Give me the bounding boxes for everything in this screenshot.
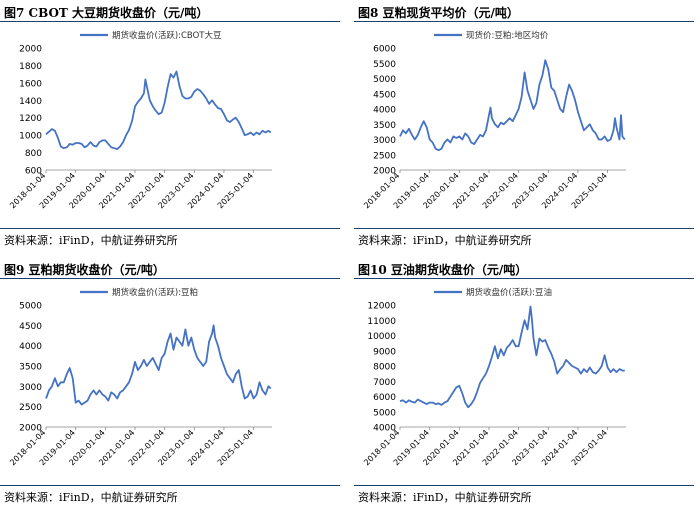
y-tick-label: 5000 bbox=[19, 302, 42, 312]
y-tick-label: 800 bbox=[25, 149, 42, 159]
source-rule bbox=[0, 228, 340, 229]
legend: 期货收盘价(活跃):豆粕 bbox=[80, 287, 198, 298]
y-tick-label: 2000 bbox=[19, 45, 42, 55]
y-tick-label: 9000 bbox=[373, 347, 396, 357]
y-tick-label: 5500 bbox=[373, 60, 396, 70]
y-tick-label: 2000 bbox=[19, 424, 42, 434]
y-tick-label: 1800 bbox=[19, 62, 42, 72]
title-rule bbox=[0, 21, 340, 22]
y-tick-label: 8000 bbox=[373, 363, 396, 373]
y-tick-label: 1400 bbox=[19, 97, 42, 107]
y-tick-label: 4000 bbox=[19, 342, 42, 352]
title-rule bbox=[0, 278, 340, 279]
y-tick-label: 4000 bbox=[373, 106, 396, 116]
chart-title: 图9 豆粕期货收盘价（元/吨） bbox=[4, 263, 165, 277]
chart-source: 资料来源：iFinD，中航证券研究所 bbox=[4, 234, 178, 247]
y-tick-label: 12000 bbox=[367, 302, 396, 312]
chart-title: 图8 豆粕现货平均价（元/吨） bbox=[358, 6, 519, 20]
chart-source: 资料来源：iFinD，中航证券研究所 bbox=[358, 234, 532, 247]
y-tick-label: 2000 bbox=[373, 167, 396, 177]
y-tick-label: 5000 bbox=[373, 408, 396, 418]
source-rule bbox=[0, 485, 340, 486]
y-tick-label: 3000 bbox=[373, 136, 396, 146]
chart-panel-soybean-cbot: 图7 CBOT 大豆期货收盘价（元/吨） 期货收盘价(活跃):CBOT大豆 600… bbox=[0, 0, 340, 257]
legend-label: 期货收盘价(活跃):CBOT大豆 bbox=[112, 30, 222, 41]
chart-plot: 现货价:豆粕:地区均价 2000 2500 3000 3500 4000 4500 5000 5… bbox=[362, 30, 626, 210]
series-line bbox=[399, 59, 626, 152]
chart-plot: 期货收盘价(活跃):CBOT大豆 600 800 1000 1200 1400 1600 18… bbox=[8, 30, 272, 210]
chart-panel-soymeal-futures: 图9 豆粕期货收盘价（元/吨） 期货收盘价(活跃):豆粕 2000 2500 3000… bbox=[0, 257, 340, 514]
chart-source: 资料来源：iFinD，中航证券研究所 bbox=[358, 491, 532, 504]
chart-plot: 期货收盘价(活跃):豆油 4000 5000 6000 7000 8000 9000 1000… bbox=[362, 287, 626, 467]
chart-source: 资料来源：iFinD，中航证券研究所 bbox=[4, 491, 178, 504]
y-tick-label: 4000 bbox=[373, 424, 396, 434]
chart-title: 图7 CBOT 大豆期货收盘价（元/吨） bbox=[4, 6, 209, 20]
y-tick-label: 10000 bbox=[367, 332, 396, 342]
chart-title: 图10 豆油期货收盘价（元/吨） bbox=[358, 263, 528, 277]
y-tick-label: 2500 bbox=[19, 403, 42, 413]
y-tick-label: 7000 bbox=[373, 378, 396, 388]
y-tick-label: 1200 bbox=[19, 114, 42, 124]
y-tick-label: 6000 bbox=[373, 45, 396, 55]
y-tick-label: 3000 bbox=[19, 383, 42, 393]
source-rule bbox=[354, 485, 694, 486]
y-tick-label: 3500 bbox=[373, 121, 396, 131]
title-rule bbox=[354, 278, 694, 279]
legend: 现货价:豆粕:地区均价 bbox=[434, 30, 549, 41]
series-line bbox=[399, 305, 625, 409]
y-tick-label: 4500 bbox=[373, 90, 396, 100]
y-tick-label: 5000 bbox=[373, 75, 396, 85]
chart-plot: 期货收盘价(活跃):豆粕 2000 2500 3000 3500 4000 4500 5000… bbox=[8, 287, 272, 467]
legend-label: 现货价:豆粕:地区均价 bbox=[466, 30, 549, 41]
legend: 期货收盘价(活跃):豆油 bbox=[434, 287, 552, 298]
y-tick-label: 2500 bbox=[373, 151, 396, 161]
chart-panel-soyoil-futures: 图10 豆油期货收盘价（元/吨） 期货收盘价(活跃):豆油 4000 5000 600… bbox=[354, 257, 694, 514]
source-rule bbox=[354, 228, 694, 229]
y-tick-label: 3500 bbox=[19, 363, 42, 373]
y-tick-label: 6000 bbox=[373, 393, 396, 403]
legend: 期货收盘价(活跃):CBOT大豆 bbox=[80, 30, 222, 41]
legend-label: 期货收盘价(活跃):豆粕 bbox=[112, 287, 198, 298]
y-tick-label: 11000 bbox=[367, 317, 396, 327]
chart-panel-soymeal-spot: 图8 豆粕现货平均价（元/吨） 现货价:豆粕:地区均价 2000 2500 3000 3… bbox=[354, 0, 694, 257]
legend-label: 期货收盘价(活跃):豆油 bbox=[466, 287, 552, 298]
title-rule bbox=[354, 21, 694, 22]
series-line bbox=[45, 324, 272, 406]
y-tick-label: 1600 bbox=[19, 79, 42, 89]
y-tick-label: 600 bbox=[25, 167, 42, 177]
y-tick-label: 4500 bbox=[19, 322, 42, 332]
series-line bbox=[45, 70, 272, 150]
y-tick-label: 1000 bbox=[19, 132, 42, 142]
